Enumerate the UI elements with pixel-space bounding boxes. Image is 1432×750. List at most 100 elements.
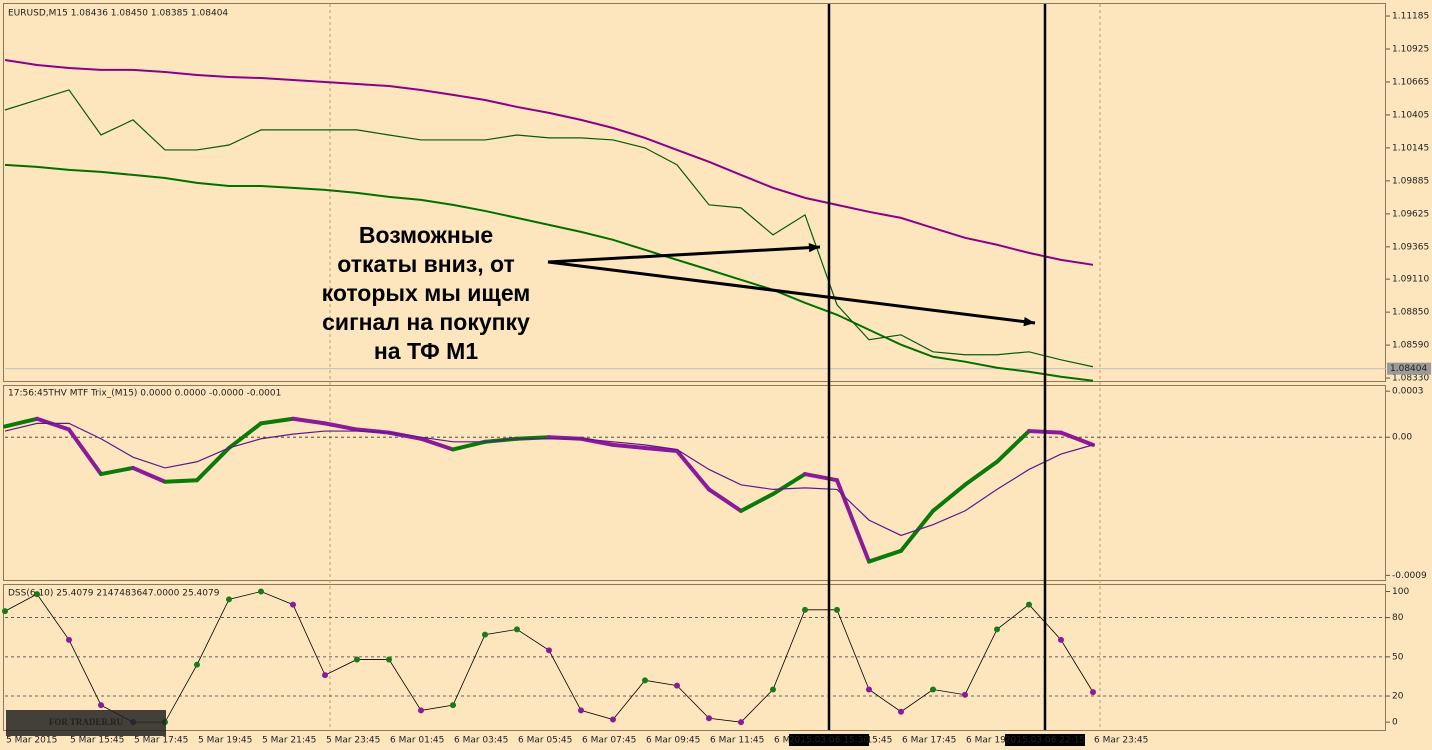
dss-dot <box>322 672 328 679</box>
y-tick-label: 1.10405 <box>1392 110 1429 120</box>
time-label: 6 Mar 07:45 <box>582 736 636 746</box>
trix-segment <box>803 472 839 483</box>
dss-dot <box>290 601 296 608</box>
dss-dot <box>962 691 968 698</box>
time-label: 5 Mar 23:45 <box>326 736 380 746</box>
trix-segment <box>1059 430 1095 447</box>
y-tick-label: 1.09110 <box>1392 275 1429 285</box>
y-tick-label: 1.11185 <box>1392 12 1429 22</box>
dss-dot <box>514 626 520 633</box>
trix-segment <box>35 416 71 432</box>
trix-segment <box>291 416 327 426</box>
y-tick-label: 1.10145 <box>1392 143 1429 153</box>
trix-segment <box>3 416 39 429</box>
dss-dot <box>386 656 392 663</box>
arrow-shaft <box>547 260 1036 325</box>
current-price-box <box>1387 362 1431 375</box>
dss-dot <box>450 702 456 709</box>
y-tick-label: 1.09885 <box>1392 176 1429 186</box>
dss-dot <box>866 686 872 693</box>
dss-dot <box>578 707 584 714</box>
dss-dot <box>930 686 936 693</box>
marker-box <box>1005 734 1085 746</box>
y-tick-label: 1.09625 <box>1392 209 1429 219</box>
y-tick-label: 80 <box>1392 613 1404 623</box>
marker-label: 2015.03.06 22:15 <box>1005 736 1085 746</box>
panel-frames <box>3 3 1386 731</box>
annotation-line: на ТФ М1 <box>374 338 478 364</box>
watermark: FOR TRADER.RU <box>49 717 124 727</box>
trix-segment <box>739 492 775 513</box>
dss-dot <box>1090 689 1096 696</box>
dss-dot <box>546 647 552 654</box>
trix-segment <box>707 487 743 513</box>
dss-dot <box>226 596 232 603</box>
current-price-label: 1.08404 <box>1390 364 1427 374</box>
y-tick-label: 1.10925 <box>1392 45 1429 55</box>
trix-segment <box>643 445 679 454</box>
dss-dot <box>898 708 904 715</box>
grid-lines <box>329 4 1101 730</box>
marker-label: 2015.03.06 15:30 <box>789 736 870 746</box>
trix-segment <box>771 472 807 497</box>
dss-dot <box>994 626 1000 633</box>
trix-segment <box>419 436 455 452</box>
dss-dot <box>834 606 840 613</box>
dss-dot <box>354 656 360 663</box>
trix-segment <box>195 445 231 483</box>
series-line <box>4 422 1094 537</box>
arrow-head <box>1023 316 1035 327</box>
time-label: 6 Mar 23:45 <box>1094 736 1148 746</box>
y-tick-label: 50 <box>1392 652 1404 662</box>
dss-dot <box>2 608 8 615</box>
dss-dot <box>1026 601 1032 608</box>
dss-dot <box>802 606 808 613</box>
series-line <box>4 89 1094 368</box>
y-tick-label: 0 <box>1392 718 1398 728</box>
y-tick-label: 20 <box>1392 692 1404 702</box>
time-label: 6 Mar 19:45 <box>966 736 1020 746</box>
dss-dot <box>34 591 40 598</box>
dss-dot <box>66 636 72 643</box>
time-label: 6 Mar 17:45 <box>902 736 956 746</box>
series-line <box>4 163 1094 382</box>
trix-segment <box>227 421 263 450</box>
dss-dot <box>98 702 104 709</box>
time-label: 6 Mar 03:45 <box>454 736 508 746</box>
dss-dot <box>258 588 264 595</box>
y-tick-label: 1.10665 <box>1392 77 1429 87</box>
dss-dot <box>706 715 712 722</box>
trix-segment <box>163 478 199 484</box>
trix-segment <box>963 459 999 487</box>
y-tick-label: 1.08850 <box>1392 308 1429 318</box>
arrow-shaft <box>547 245 821 264</box>
trix-segment <box>99 465 135 477</box>
time-label: 6 Mar 05:45 <box>518 736 572 746</box>
dss-dot <box>770 686 776 693</box>
panel-title: EURUSD,M15 1.08436 1.08450 1.08385 1.084… <box>8 9 228 19</box>
series-line <box>4 59 1094 266</box>
y-tick-label: 100 <box>1392 587 1409 597</box>
dss-dot <box>674 682 680 689</box>
y-tick-label: 1.09365 <box>1392 242 1429 252</box>
dss-dot <box>418 707 424 714</box>
trix-segment <box>931 482 967 513</box>
trix-segment <box>675 449 711 492</box>
y-tick-label: 0.0003 <box>1392 387 1424 397</box>
time-label: 5 Mar 17:45 <box>134 736 188 746</box>
dss-dot <box>194 661 200 668</box>
y-tick-label: 0.00 <box>1392 433 1412 443</box>
trix-segment <box>67 427 103 477</box>
y-tick-label: 1.08330 <box>1392 374 1429 384</box>
y-tick-label: -0.0009 <box>1392 571 1427 581</box>
time-label: 5 Mar 19:45 <box>198 736 252 746</box>
dss-dot <box>1058 636 1064 643</box>
trix-segment <box>995 429 1031 464</box>
panel-title: DSS(6,10) 25.4079 2147483647.0000 25.407… <box>8 589 220 599</box>
annotation-line: откаты вниз, от <box>337 251 514 277</box>
trix-segment <box>323 421 359 432</box>
arrow-head <box>808 242 820 253</box>
dss-dot <box>482 631 488 638</box>
y-tick-label: 1.08590 <box>1392 341 1429 351</box>
annotation-line: сигнал на покупку <box>322 309 530 335</box>
